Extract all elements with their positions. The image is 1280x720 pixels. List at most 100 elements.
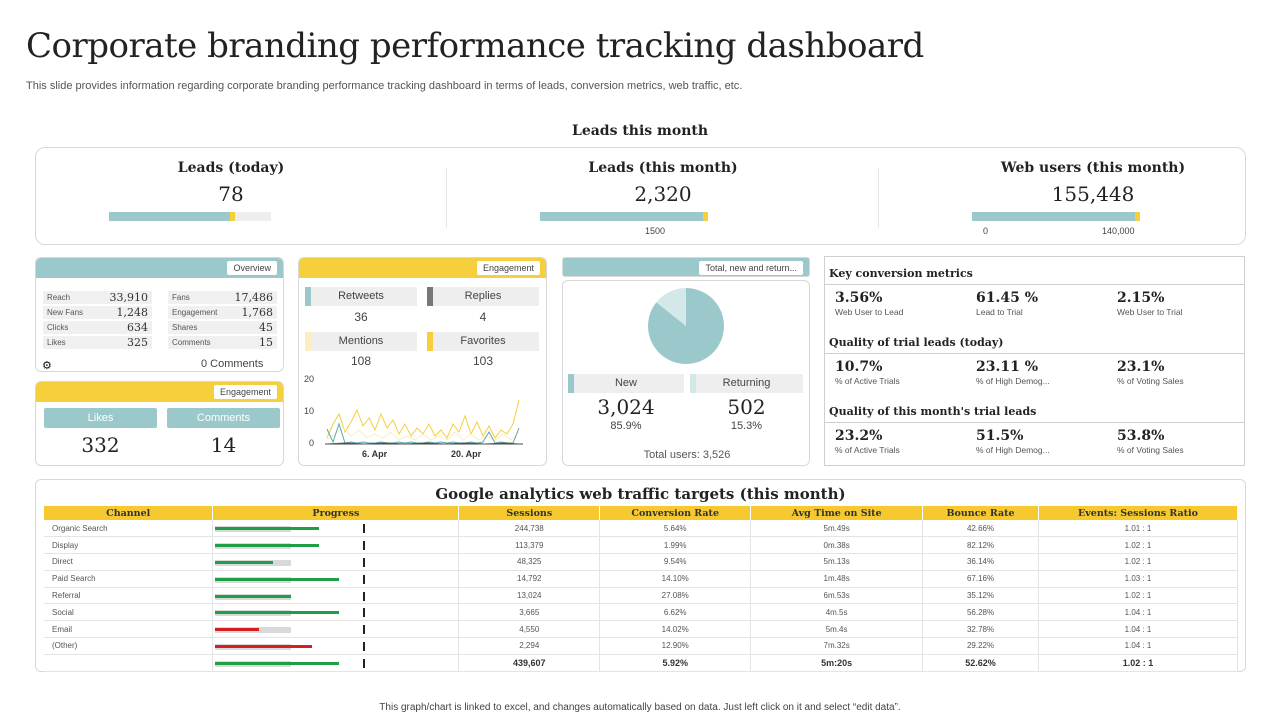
kpi-tick-min: 0 <box>983 226 989 236</box>
divider <box>825 353 1244 354</box>
x-tick: 6. Apr <box>362 449 388 459</box>
progress-target-marker <box>363 658 366 668</box>
traffic-panel: Google analytics web traffic targets (th… <box>35 479 1246 672</box>
cell-sessions: 13,024 <box>458 587 601 605</box>
engagement-tag[interactable]: Engagement <box>213 385 277 399</box>
conversion-metrics-panel: Key conversion metrics 3.56% Web User to … <box>824 256 1245 466</box>
mentions-box: Mentions <box>305 332 417 351</box>
favorites-value: 103 <box>472 354 494 368</box>
cell-bounce: 67.16% <box>922 570 1040 588</box>
progress-target-marker <box>363 574 366 584</box>
table-row: Organic Search 244,738 5.64% 5m.49s 42.66% 1.… <box>44 520 1238 538</box>
metric-label: Web User to Trial <box>1117 307 1183 317</box>
users-panel: New Returning 3,024 502 85.9% 15.3% Tota… <box>562 280 810 466</box>
kpi-bar-marker <box>1135 212 1140 221</box>
stat-label: Clicks <box>47 323 69 332</box>
overview-panel: Overview Reach 33,910 New Fans 1,248 Click… <box>35 257 284 372</box>
engagement-panel: Engagement Retweets Replies 36 4 Mention… <box>298 257 547 466</box>
col-channel: Channel <box>44 506 214 520</box>
col-ratio: Events: Sessions Ratio <box>1038 506 1238 520</box>
table-row: Social 3,665 6.62% 4m.5s 56.28% 1.04 : 1 <box>44 603 1238 622</box>
returning-label: Returning <box>722 377 771 389</box>
stat-row: New Fans 1,248 <box>43 306 152 319</box>
cell-channel: Email <box>44 620 214 639</box>
cell-bounce: 35.12% <box>922 587 1040 605</box>
key-conversion-title: Key conversion metrics <box>829 267 973 280</box>
stat-label: Shares <box>172 323 198 332</box>
cell-progress <box>212 520 460 538</box>
cell-conversion: 5.92% <box>599 654 752 672</box>
stat-value: 634 <box>127 321 148 334</box>
progress-fill <box>215 594 292 598</box>
stat-row: Fans 17,486 <box>168 291 277 304</box>
cell-sessions: 244,738 <box>458 520 601 538</box>
replies-value: 4 <box>479 310 487 324</box>
stat-row: Reach 33,910 <box>43 291 152 304</box>
cell-progress <box>212 570 460 588</box>
progress-fill <box>215 544 320 548</box>
cell-progress <box>212 637 460 655</box>
comments-label: Comments <box>167 408 280 428</box>
cell-sessions: 113,379 <box>458 536 601 555</box>
table-total-row: 439,607 5.92% 5m:20s 52.62% 1.02 : 1 <box>44 654 1238 672</box>
leads-kpi-panel: Leads (today) 78 Leads (this month) 2,32… <box>35 147 1246 245</box>
stat-value: 1,768 <box>241 306 274 319</box>
cell-ratio: 1.02 : 1 <box>1038 536 1238 555</box>
x-tick: 20. Apr <box>451 449 482 459</box>
kpi-bar-fill <box>540 212 703 221</box>
cell-ratio: 1.02 : 1 <box>1038 654 1238 672</box>
overview-tag[interactable]: Overview <box>227 261 277 275</box>
page-title: Corporate branding performance tracking … <box>26 26 924 66</box>
returning-users-pct: 15.3% <box>730 420 763 432</box>
traffic-title: Google analytics web traffic targets (th… <box>435 485 846 503</box>
new-label: New <box>614 377 637 389</box>
metric-high-demog-today: 23.11 %% of High Demog... <box>976 359 1050 386</box>
gear-icon[interactable]: ⚙ <box>42 360 52 372</box>
pie-slice-new <box>647 288 724 364</box>
cell-conversion: 5.64% <box>599 520 752 538</box>
traffic-table: Channel Progress Sessions Conversion Rat… <box>44 506 1238 672</box>
metric-label: % of Active Trials <box>835 376 900 386</box>
cell-conversion: 9.54% <box>599 553 752 571</box>
kpi-value: 78 <box>218 182 244 206</box>
cell-time: 1m.48s <box>750 570 924 588</box>
cell-progress <box>212 654 460 672</box>
stat-label: Reach <box>47 293 71 302</box>
cell-time: 6m.53s <box>750 587 924 605</box>
stat-value: 33,910 <box>109 291 149 304</box>
table-row: Email 4,550 14.02% 5m.4s 32.78% 1.04 : 1 <box>44 620 1238 639</box>
y-tick: 0 <box>309 438 315 448</box>
total-users: Total users: 3,526 <box>643 449 731 461</box>
footer-note: This graph/chart is linked to excel, and… <box>379 702 901 713</box>
stat-label: New Fans <box>47 308 84 317</box>
cell-channel: Paid Search <box>44 570 214 588</box>
metric-value: 53.8% <box>1117 428 1165 444</box>
kpi-bar-fill <box>109 212 230 221</box>
likes-label: Likes <box>44 408 157 428</box>
cell-sessions: 2,294 <box>458 637 601 655</box>
kpi-label: Leads (this month) <box>588 160 738 176</box>
metric-active-trials-today: 10.7%% of Active Trials <box>835 359 900 386</box>
stat-value: 325 <box>127 336 148 349</box>
new-users-box: New <box>568 374 684 393</box>
progress-target-marker <box>363 625 366 635</box>
col-progress: Progress <box>212 506 460 520</box>
cell-bounce: 52.62% <box>922 654 1040 672</box>
kpi-label: Web users (this month) <box>1000 160 1186 176</box>
kpi-leads-today: Leads (today) 78 <box>36 148 426 206</box>
cell-progress <box>212 536 460 555</box>
progress-fill <box>215 577 340 581</box>
table-row: Direct 48,325 9.54% 5m.13s 36.14% 1.02 : 1 <box>44 553 1238 571</box>
stat-row: Shares 45 <box>168 321 277 334</box>
progress-target-marker <box>363 642 366 652</box>
cell-time: 0m.38s <box>750 536 924 555</box>
progress-target-marker <box>363 608 366 618</box>
metric-value: 23.11 % <box>976 359 1039 375</box>
kpi-bar-marker <box>703 212 708 221</box>
progress-fill <box>215 645 313 649</box>
users-tag[interactable]: Total, new and return... <box>699 261 803 275</box>
kpi-bar-marker <box>230 212 235 221</box>
metric-label: % of Active Trials <box>835 445 900 455</box>
cell-conversion: 14.02% <box>599 620 752 639</box>
engagement-tag[interactable]: Engagement <box>476 261 540 275</box>
